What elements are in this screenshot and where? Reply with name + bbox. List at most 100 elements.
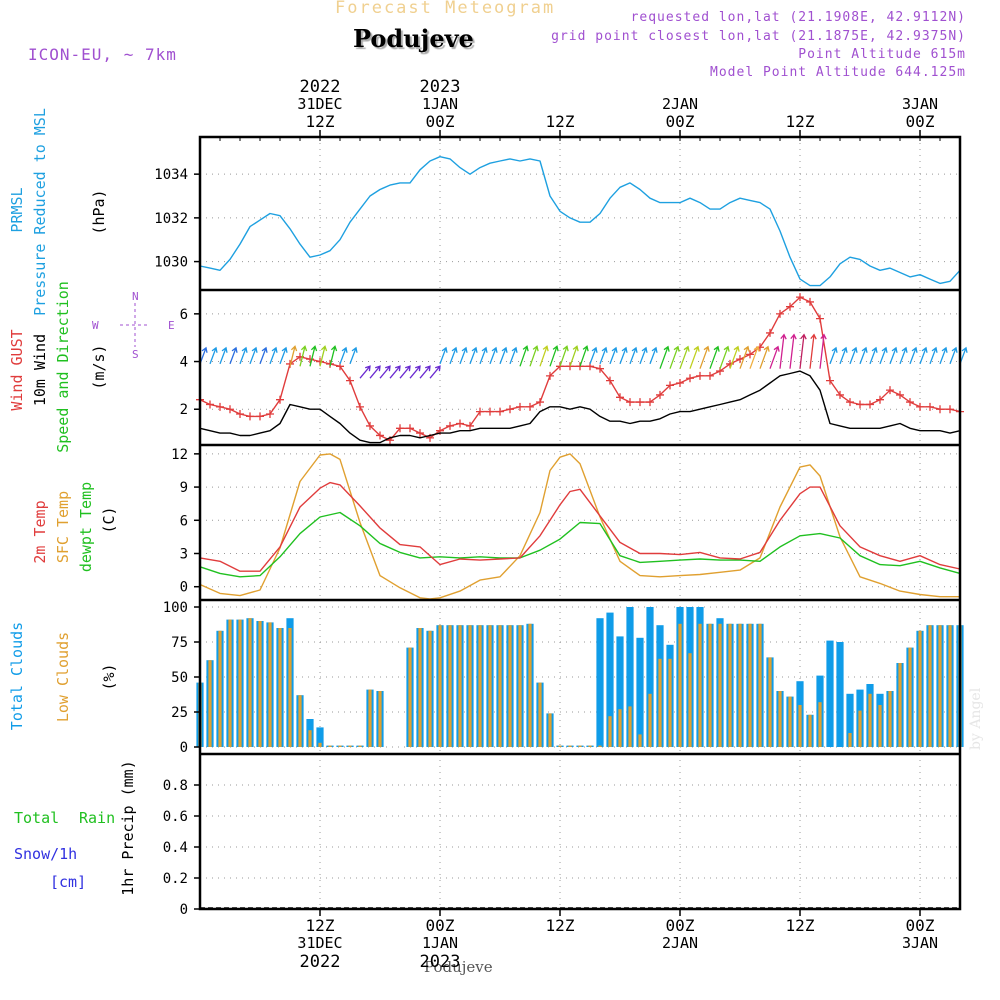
wind-direction-arrow [429, 365, 441, 379]
wind-gust-marker [866, 400, 874, 409]
wind-gust-marker [506, 405, 514, 414]
low-clouds-bar [298, 695, 302, 747]
time-label-hour-top: 00Z [426, 112, 455, 131]
low-clouds-bar [418, 628, 422, 747]
snow-label: Snow/1h [14, 845, 77, 863]
low-clouds-bar [368, 689, 372, 747]
time-label-hour-bottom: 00Z [906, 916, 935, 935]
wind-gust-marker [876, 395, 884, 404]
wind-gust-marker [896, 390, 904, 399]
time-label-hour-bottom: 00Z [666, 916, 695, 935]
low-clouds-bar [458, 625, 462, 747]
time-label-date-top: 2JAN [662, 95, 698, 113]
wind-direction-arrow [609, 346, 618, 365]
location-title: Podujeve [353, 24, 474, 53]
prmsl-line [199, 155, 961, 287]
wind-gust-marker [246, 412, 254, 421]
wind-direction-arrow [879, 346, 888, 365]
requested-coordinates: requested lon,lat (21.1908E, 42.9112N) [630, 10, 966, 25]
wind-gust-marker [376, 431, 384, 440]
wind-gust-marker [796, 293, 804, 302]
wind-direction-arrow [659, 345, 670, 369]
time-label-year-top: 2022 [300, 77, 341, 97]
grid-point-coordinates: grid point closest lon,lat (21.1875E, 42… [551, 29, 966, 44]
y-tick-label: 1032 [154, 211, 188, 227]
low-clouds-bar [248, 618, 252, 747]
wind-direction-arrow [209, 346, 218, 365]
wind-gust-marker [576, 362, 584, 371]
wind-direction-arrow [549, 345, 559, 367]
model-name: ICON-EU, ~ 7km [28, 45, 177, 64]
compass-cross [120, 303, 150, 347]
wind-gust-marker [826, 376, 834, 385]
wind-direction-arrow [949, 346, 958, 365]
time-label-year-bottom: 2022 [300, 952, 341, 972]
wind-gust-marker [646, 398, 654, 407]
time-label-hour-bottom: 12Z [546, 916, 575, 935]
time-label-hour-bottom: 12Z [306, 916, 335, 935]
y-tick-label: 0 [180, 902, 188, 918]
low-clouds-bar [448, 625, 452, 747]
low-clouds-bar [208, 660, 212, 747]
model-point-altitude: Model Point Altitude 644.125m [710, 65, 966, 80]
total-clouds-bar [596, 618, 604, 747]
wind-gust-marker [466, 421, 474, 430]
low-clouds-bar [658, 658, 662, 747]
wind-gust-label: Wind GUST [8, 329, 26, 410]
low-clouds-bar [908, 647, 912, 747]
low-clouds-bar [688, 653, 692, 747]
wind-direction-arrow [929, 346, 938, 365]
low-clouds-bar [538, 682, 542, 747]
wind-gust-marker [946, 405, 954, 414]
low-clouds-bar [858, 710, 862, 747]
low-clouds-bar [798, 705, 802, 747]
wind-gust-marker [276, 395, 284, 404]
time-label-date-bottom: 31DEC [297, 934, 342, 952]
wind-direction-arrow [829, 346, 838, 365]
wind-gust-marker [926, 402, 934, 411]
wind-direction-arrow [629, 346, 638, 365]
wind-direction-arrow [249, 346, 258, 365]
low-clouds-bar [678, 623, 682, 747]
low-clouds-bar [468, 625, 472, 747]
wind-direction-arrow [679, 345, 690, 369]
wind-direction-arrow [699, 345, 710, 369]
panel-frame-precip [199, 753, 961, 910]
y-tick-label: 4 [180, 355, 188, 371]
wind-direction-arrow [739, 345, 750, 369]
low-clouds-bar [558, 745, 562, 747]
wind-gust-marker [726, 359, 734, 368]
wind-direction-arrow [849, 346, 858, 365]
wind-gust-marker [706, 371, 714, 380]
wind-gust-marker [216, 402, 224, 411]
y-tick-label: 1034 [154, 167, 188, 183]
total-clouds-bar [616, 636, 624, 747]
low-clouds-bar [268, 622, 272, 747]
time-label-hour-top: 00Z [906, 112, 935, 131]
wind-10m-line [199, 370, 961, 444]
wind-gust-marker [486, 407, 494, 416]
y-tick-label: 50 [171, 670, 188, 686]
low-clouds-bar [938, 625, 942, 747]
low-clouds-bar [708, 623, 712, 747]
temp-unit-label: (C) [100, 506, 118, 533]
point-altitude: Point Altitude 615m [798, 47, 966, 62]
wind-gust-marker [636, 398, 644, 407]
low-clouds-bar [618, 709, 622, 747]
total-clouds-bar [646, 607, 654, 747]
wind-gust-marker [596, 364, 604, 373]
wind-direction-arrow [819, 333, 827, 369]
low-clouds-bar [578, 745, 582, 747]
low-clouds-bar [278, 628, 282, 747]
wind-gust-marker [786, 302, 794, 311]
wind-direction-arrow [259, 346, 268, 365]
low-clouds-bar [848, 733, 852, 747]
low-clouds-bar [488, 625, 492, 747]
wind-gust-marker [686, 374, 694, 383]
low-clouds-bar [868, 693, 872, 747]
wind-direction-arrow [759, 345, 770, 369]
wind-direction-arrow [749, 345, 760, 369]
low-clouds-bar [808, 714, 812, 747]
wind-direction-arrow [349, 346, 358, 365]
